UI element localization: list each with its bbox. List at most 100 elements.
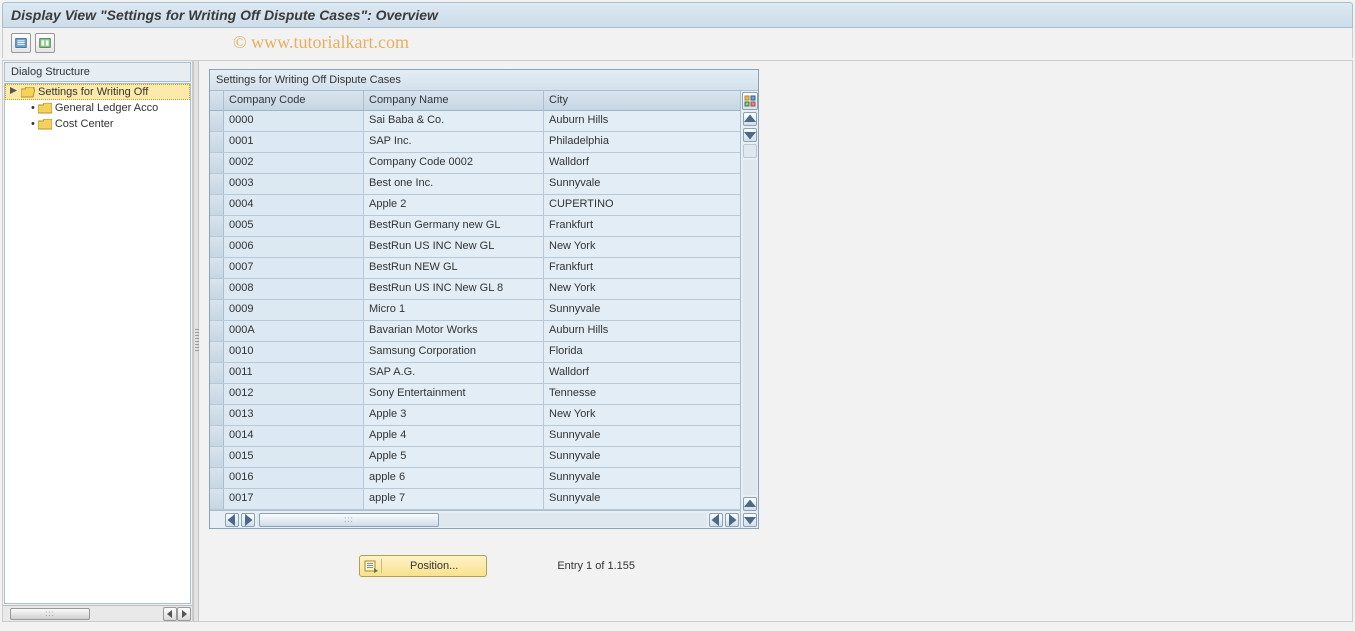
table-cell: Walldorf (544, 153, 720, 173)
page-title: Display View "Settings for Writing Off D… (11, 7, 438, 23)
tree-item-label: General Ledger Acco (55, 102, 158, 114)
table-cell: New York (544, 405, 720, 425)
row-selector[interactable] (210, 489, 224, 509)
table-row[interactable]: 0013Apple 3New York (210, 405, 740, 426)
hscroll-left-end-button[interactable] (709, 513, 723, 527)
table-row[interactable]: 000ABavarian Motor WorksAuburn Hills (210, 321, 740, 342)
row-selector[interactable] (210, 384, 224, 404)
vscroll-up-button[interactable] (743, 112, 757, 126)
position-button[interactable]: Position... (359, 555, 487, 577)
table-cell: Sunnyvale (544, 300, 720, 320)
col-header-company-code[interactable]: Company Code (224, 91, 364, 110)
entry-count-text: Entry 1 of 1.155 (557, 560, 635, 572)
vscroll-up-end-button[interactable] (743, 497, 757, 511)
table-row[interactable]: 0017apple 7Sunnyvale (210, 489, 740, 510)
hscroll-right-button[interactable] (241, 513, 255, 527)
table-row[interactable]: 0004Apple 2CUPERTINO (210, 195, 740, 216)
table-cell: 0013 (224, 405, 364, 425)
scroll-right-button[interactable] (177, 607, 191, 621)
toolbar-button-1[interactable] (11, 33, 31, 53)
row-selector[interactable] (210, 342, 224, 362)
table-row[interactable]: 0002Company Code 0002Walldorf (210, 153, 740, 174)
row-selector[interactable] (210, 426, 224, 446)
right-pane: Settings for Writing Off Dispute Cases C… (199, 61, 1352, 621)
table-row[interactable]: 0016apple 6Sunnyvale (210, 468, 740, 489)
table-row[interactable]: 0006BestRun US INC New GLNew York (210, 237, 740, 258)
table-box: Settings for Writing Off Dispute Cases C… (209, 69, 759, 529)
table-cell: SAP A.G. (364, 363, 544, 383)
left-pane: Dialog Structure Settings for Writing Of… (3, 61, 193, 621)
row-selector[interactable] (210, 258, 224, 278)
table-vscroll[interactable] (740, 91, 758, 528)
table-row[interactable]: 0003Best one Inc.Sunnyvale (210, 174, 740, 195)
hscroll-right-end-button[interactable] (725, 513, 739, 527)
table-row[interactable]: 0008BestRun US INC New GL 8New York (210, 279, 740, 300)
table-cell: 0009 (224, 300, 364, 320)
table-cell: Micro 1 (364, 300, 544, 320)
row-selector[interactable] (210, 363, 224, 383)
table-cell: Sunnyvale (544, 426, 720, 446)
table-hscroll[interactable]: ::: (210, 510, 740, 528)
scroll-left-button[interactable] (163, 607, 177, 621)
toolbar-button-2[interactable] (35, 33, 55, 53)
hscroll-thumb[interactable]: ::: (259, 513, 439, 527)
table-row[interactable]: 0011SAP A.G.Walldorf (210, 363, 740, 384)
table-cell: apple 6 (364, 468, 544, 488)
table-cell: Apple 4 (364, 426, 544, 446)
tree-item-cost-center[interactable]: • Cost Center (5, 116, 190, 132)
table-row[interactable]: 0015Apple 5Sunnyvale (210, 447, 740, 468)
expand-arrow-icon (9, 86, 18, 98)
tree-item-label: Cost Center (55, 118, 114, 130)
table-cell: Apple 2 (364, 195, 544, 215)
table-row[interactable]: 0014Apple 4Sunnyvale (210, 426, 740, 447)
col-header-city[interactable]: City (544, 91, 720, 110)
table-row[interactable]: 0001SAP Inc.Philadelphia (210, 132, 740, 153)
position-icon (360, 559, 382, 573)
table-cell: BestRun US INC New GL 8 (364, 279, 544, 299)
table-row[interactable]: 0012Sony EntertainmentTennesse (210, 384, 740, 405)
row-selector[interactable] (210, 321, 224, 341)
row-selector[interactable] (210, 174, 224, 194)
row-selector[interactable] (210, 300, 224, 320)
table-row[interactable]: 0007BestRun NEW GLFrankfurt (210, 258, 740, 279)
row-selector[interactable] (210, 279, 224, 299)
row-selector[interactable] (210, 111, 224, 131)
vscroll-down-button[interactable] (743, 513, 757, 527)
row-selector[interactable] (210, 447, 224, 467)
table-row[interactable]: 0009Micro 1Sunnyvale (210, 300, 740, 321)
left-hscroll[interactable]: ::: (3, 605, 192, 621)
select-all-header[interactable] (210, 91, 224, 110)
row-selector[interactable] (210, 468, 224, 488)
table-cell: Frankfurt (544, 258, 720, 278)
table-cell: 0003 (224, 174, 364, 194)
table-header-row: Company Code Company Name City (210, 91, 740, 111)
table-cell: Sunnyvale (544, 447, 720, 467)
table-cell: New York (544, 237, 720, 257)
left-hscroll-track[interactable]: ::: (6, 608, 161, 620)
hscroll-track[interactable]: ::: (257, 513, 707, 527)
table-cell: Sunnyvale (544, 489, 720, 509)
table-cell: 0010 (224, 342, 364, 362)
table-config-button[interactable] (742, 92, 758, 110)
hscroll-left-button[interactable] (225, 513, 239, 527)
tree-item-general-ledger[interactable]: • General Ledger Acco (5, 100, 190, 116)
row-selector[interactable] (210, 132, 224, 152)
table-row[interactable]: 0000Sai Baba & Co.Auburn Hills (210, 111, 740, 132)
toolbar: © www.tutorialkart.com (2, 28, 1353, 58)
table-cell: Sunnyvale (544, 174, 720, 194)
table-cell: 0011 (224, 363, 364, 383)
table-row[interactable]: 0005BestRun Germany new GLFrankfurt (210, 216, 740, 237)
row-selector[interactable] (210, 216, 224, 236)
vscroll-track[interactable] (743, 160, 757, 495)
row-selector[interactable] (210, 195, 224, 215)
table-cell: Company Code 0002 (364, 153, 544, 173)
row-selector[interactable] (210, 405, 224, 425)
row-selector[interactable] (210, 237, 224, 257)
table-row[interactable]: 0010Samsung CorporationFlorida (210, 342, 740, 363)
row-selector[interactable] (210, 153, 224, 173)
vscroll-down-small-button[interactable] (743, 128, 757, 142)
col-header-company-name[interactable]: Company Name (364, 91, 544, 110)
table-cell: Best one Inc. (364, 174, 544, 194)
tree-item-settings-writing-off[interactable]: Settings for Writing Off (5, 84, 190, 100)
left-hscroll-thumb[interactable]: ::: (10, 608, 90, 620)
